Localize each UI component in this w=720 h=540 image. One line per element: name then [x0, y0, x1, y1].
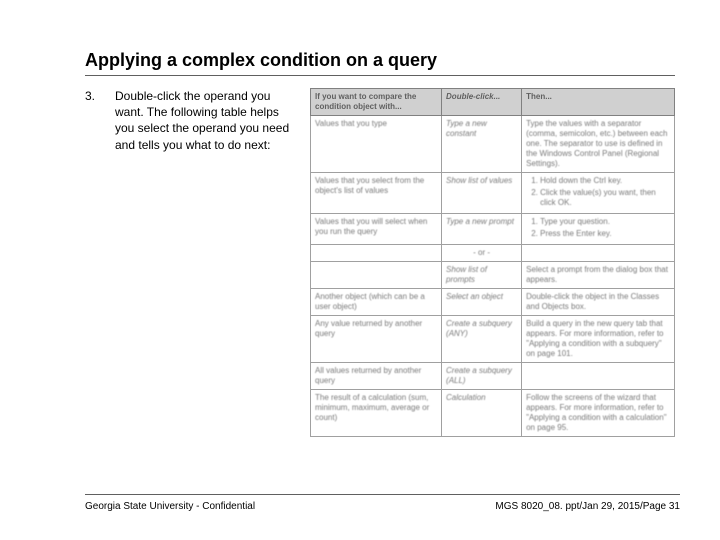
slide-title: Applying a complex condition on a query	[85, 50, 675, 71]
th-doubleclick: Double-click...	[442, 89, 522, 116]
cell-condition: All values returned by another query	[311, 363, 442, 390]
cell-doubleclick: Type a new constant	[442, 116, 522, 173]
footer-left: Georgia State University - Confidential	[85, 501, 255, 512]
cell-then: Hold down the Ctrl key.Click the value(s…	[522, 173, 675, 214]
table-row: Values that you typeType a new constantT…	[311, 116, 675, 173]
cell-doubleclick: Calculation	[442, 390, 522, 437]
cell-then	[522, 363, 675, 390]
table-row: Any value returned by another queryCreat…	[311, 316, 675, 363]
cell-then: Select a prompt from the dialog box that…	[522, 262, 675, 289]
cell-condition: Values that you select from the object's…	[311, 173, 442, 214]
th-condition: If you want to compare the condition obj…	[311, 89, 442, 116]
cell-then	[522, 245, 675, 262]
cell-then: Build a query in the new query tab that …	[522, 316, 675, 363]
content-area: 3. Double-click the operand you want. Th…	[85, 88, 675, 437]
right-column: If you want to compare the condition obj…	[310, 88, 675, 437]
divider-top	[85, 75, 675, 76]
cell-condition: Another object (which can be a user obje…	[311, 289, 442, 316]
cell-condition: Values that you will select when you run…	[311, 214, 442, 245]
cell-then: Double-click the object in the Classes a…	[522, 289, 675, 316]
footer-right: MGS 8020_08. ppt/Jan 29, 2015/Page 31	[495, 501, 680, 512]
footer: Georgia State University - Confidential …	[85, 494, 680, 512]
table-row: Show list of promptsSelect a prompt from…	[311, 262, 675, 289]
cell-then: Type the values with a separator (comma,…	[522, 116, 675, 173]
cell-doubleclick: Show list of prompts	[442, 262, 522, 289]
cell-doubleclick: - or -	[442, 245, 522, 262]
step-text: Double-click the operand you want. The f…	[115, 88, 290, 437]
table-header-row: If you want to compare the condition obj…	[311, 89, 675, 116]
table-row: Values that you will select when you run…	[311, 214, 675, 245]
step-number: 3.	[85, 88, 103, 437]
cell-condition	[311, 262, 442, 289]
table-row: - or -	[311, 245, 675, 262]
cell-doubleclick: Show list of values	[442, 173, 522, 214]
divider-bottom	[85, 494, 680, 495]
table-row: Values that you select from the object's…	[311, 173, 675, 214]
operand-table: If you want to compare the condition obj…	[310, 88, 675, 437]
table-row: The result of a calculation (sum, minimu…	[311, 390, 675, 437]
cell-condition: Any value returned by another query	[311, 316, 442, 363]
cell-doubleclick: Select an object	[442, 289, 522, 316]
th-then: Then...	[522, 89, 675, 116]
cell-doubleclick: Type a new prompt	[442, 214, 522, 245]
cell-condition	[311, 245, 442, 262]
cell-then: Follow the screens of the wizard that ap…	[522, 390, 675, 437]
cell-doubleclick: Create a subquery (ALL)	[442, 363, 522, 390]
cell-doubleclick: Create a subquery (ANY)	[442, 316, 522, 363]
table-row: All values returned by another queryCrea…	[311, 363, 675, 390]
cell-then: Type your question.Press the Enter key.	[522, 214, 675, 245]
cell-condition: The result of a calculation (sum, minimu…	[311, 390, 442, 437]
left-column: 3. Double-click the operand you want. Th…	[85, 88, 290, 437]
cell-condition: Values that you type	[311, 116, 442, 173]
table-row: Another object (which can be a user obje…	[311, 289, 675, 316]
